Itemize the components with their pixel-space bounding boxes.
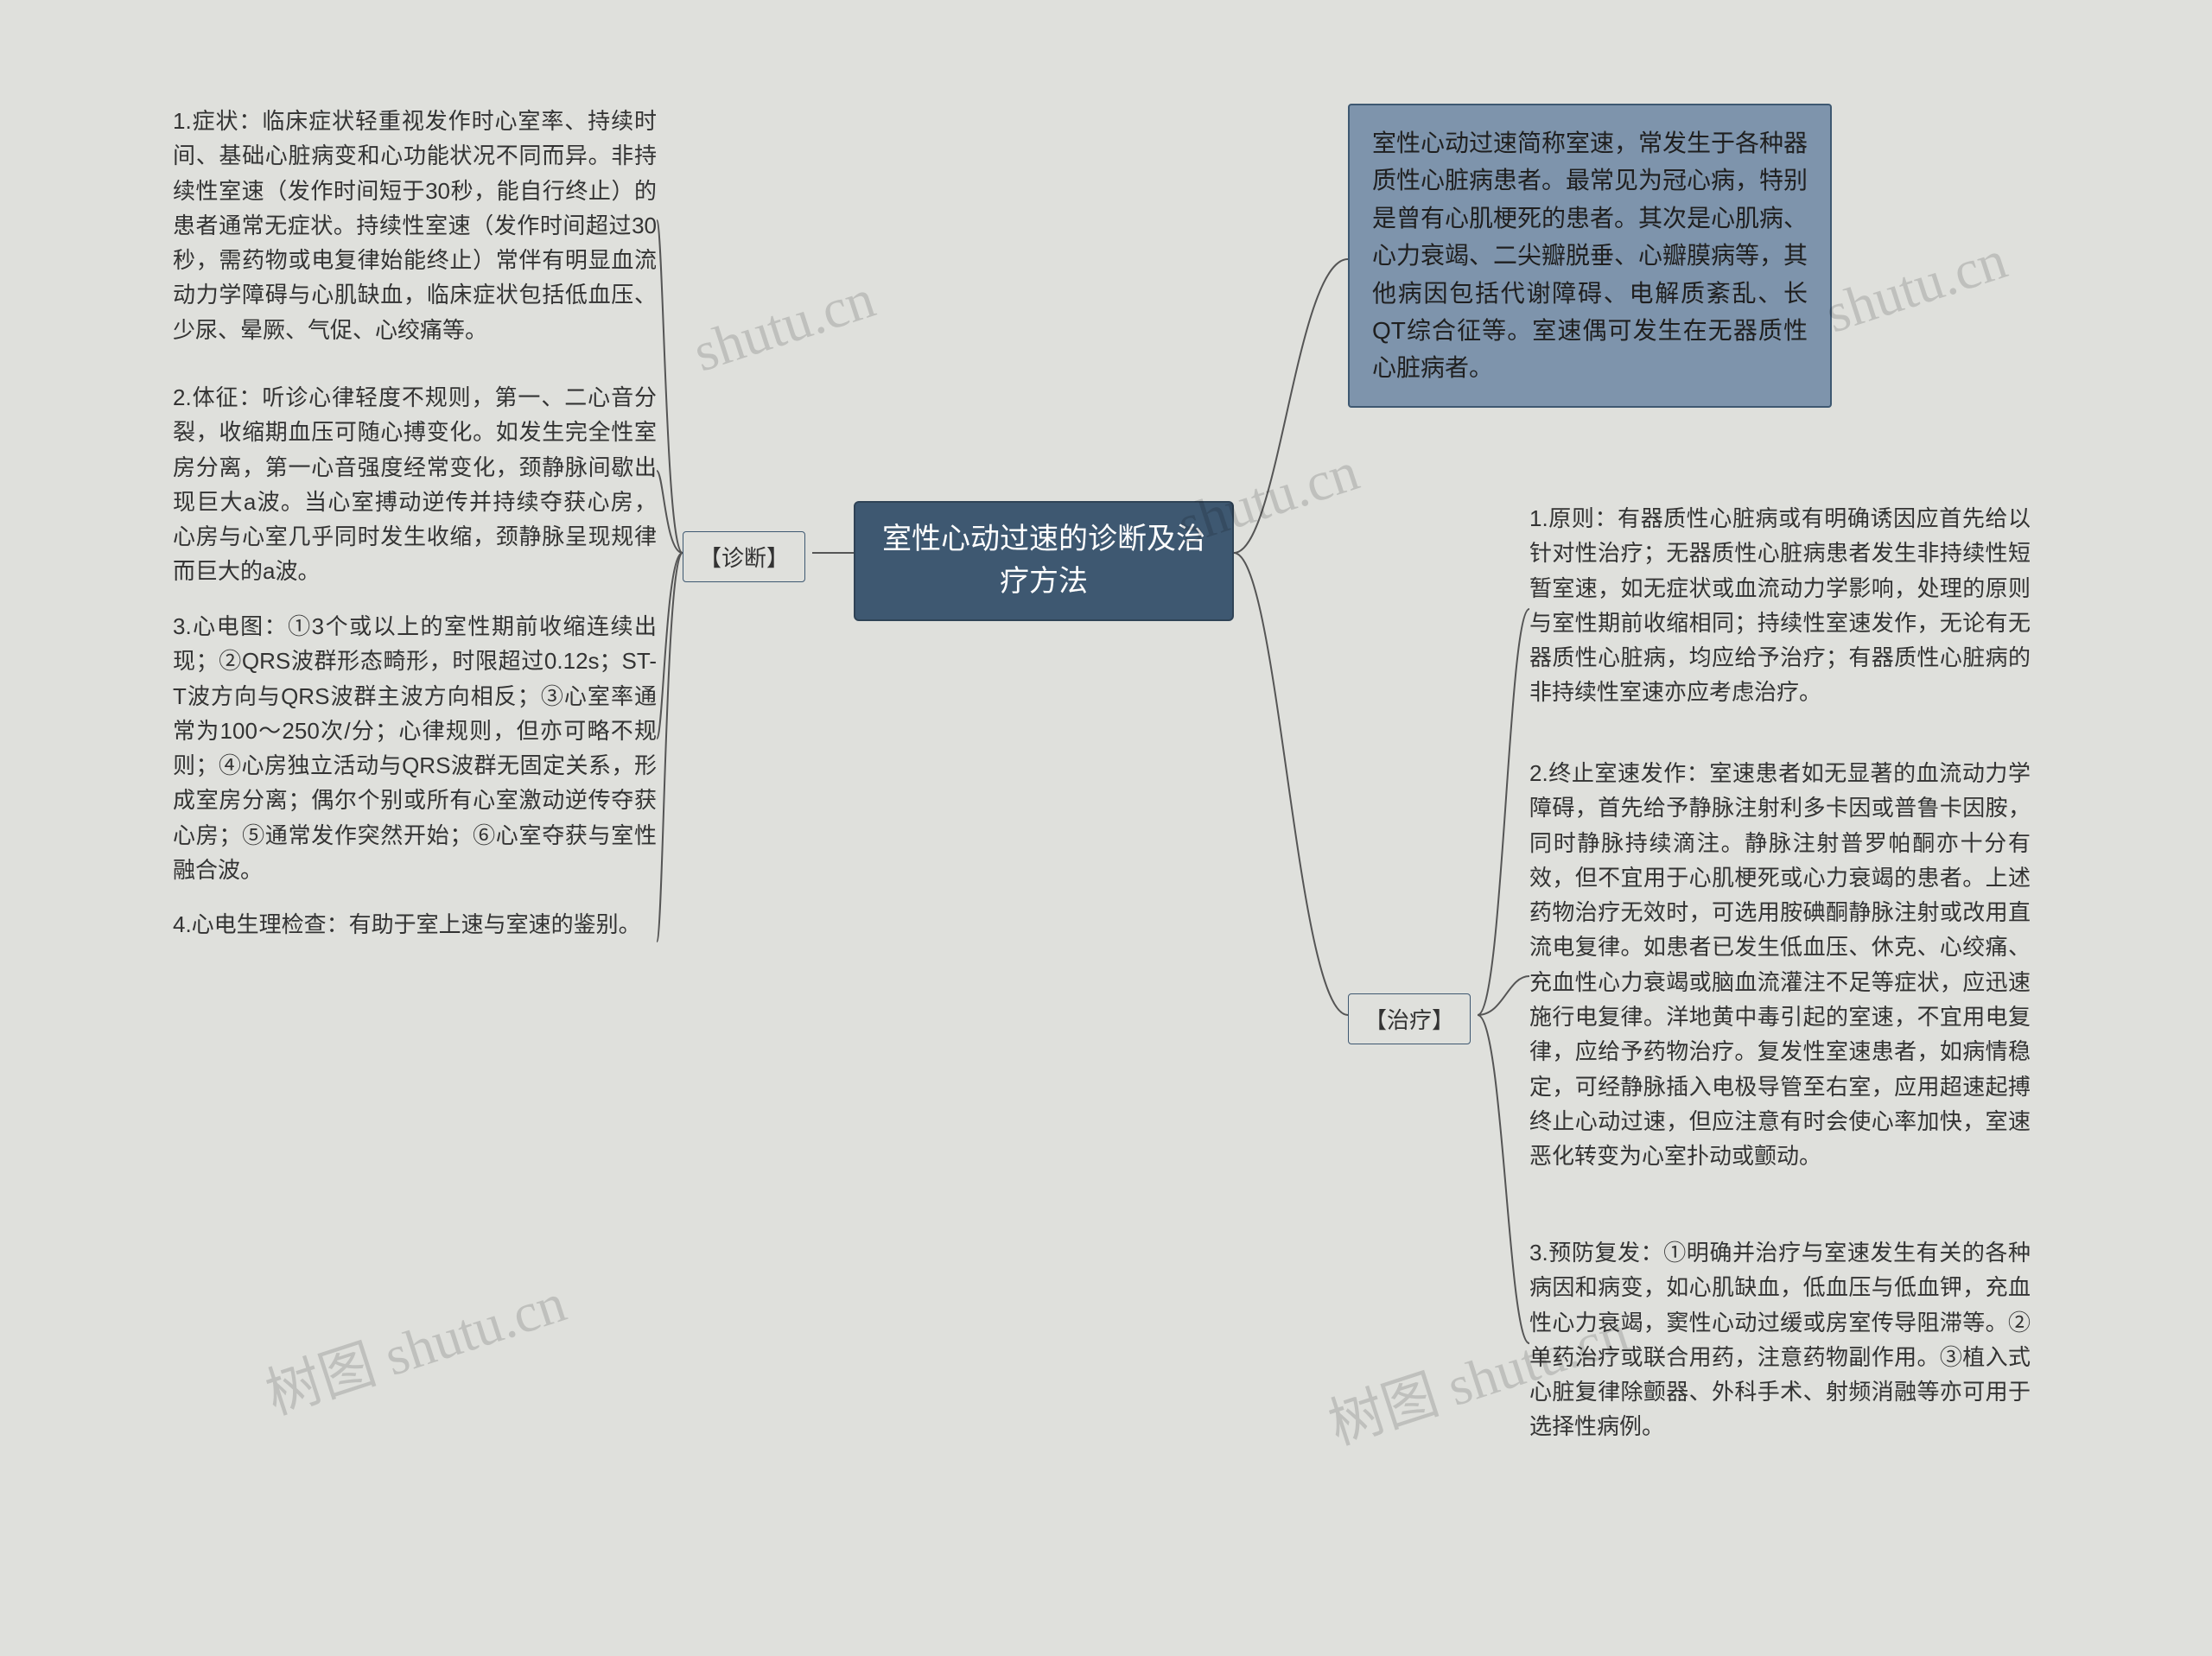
diagnosis-branch: 【诊断】: [683, 531, 805, 582]
root-node: 室性心动过速的诊断及治 疗方法: [854, 501, 1234, 621]
watermark: 树图 shutu.cn: [255, 1259, 575, 1430]
treat-item-2: 2.终止室速发作：室速患者如无显著的血流动力学障碍，首先给予静脉注射利多卡因或普…: [1529, 756, 2031, 1174]
root-title-l2: 疗方法: [1000, 565, 1088, 598]
conn: [657, 471, 683, 553]
diagnosis-label: 【诊断】: [699, 541, 789, 573]
diag-item-3: 3.心电图：①3个或以上的室性期前收缩连续出现；②QRS波群形态畸形，时限超过0…: [173, 609, 657, 887]
diag-item-4: 4.心电生理检查：有助于室上速与室速的鉴别。: [173, 907, 657, 942]
treat-item-3: 3.预防复发：①明确并治疗与室速发生有关的各种病因和病变，如心肌缺血，低血压与低…: [1529, 1235, 2031, 1444]
watermark: shutu.cn: [686, 267, 882, 385]
conn: [1478, 1015, 1529, 1343]
conn: [1478, 976, 1529, 1015]
treatment-label: 【治疗】: [1364, 1003, 1454, 1035]
root-title-l1: 室性心动过速的诊断及治: [882, 523, 1205, 555]
conn: [657, 553, 683, 739]
treat-item-1: 1.原则：有器质性心脏病或有明确诱因应首先给以针对性治疗；无器质性心脏病患者发生…: [1529, 501, 2031, 710]
diag-item-1: 1.症状：临床症状轻重视发作时心室率、持续时间、基础心脏病变和心功能状况不同而异…: [173, 104, 657, 347]
conn: [657, 553, 683, 942]
conn: [657, 220, 683, 553]
diag-item-2: 2.体征：听诊心律轻度不规则，第一、二心音分裂，收缩期血压可随心搏变化。如发生完…: [173, 380, 657, 589]
conn: [1478, 609, 1529, 1015]
watermark: shutu.cn: [1818, 228, 2014, 346]
etiology-box: 室性心动过速简称室速，常发生于各种器质性心脏病患者。最常见为冠心病，特别是曾有心…: [1348, 104, 1832, 408]
conn: [1234, 553, 1348, 1015]
treatment-branch: 【治疗】: [1348, 993, 1471, 1044]
conn: [1234, 259, 1348, 553]
